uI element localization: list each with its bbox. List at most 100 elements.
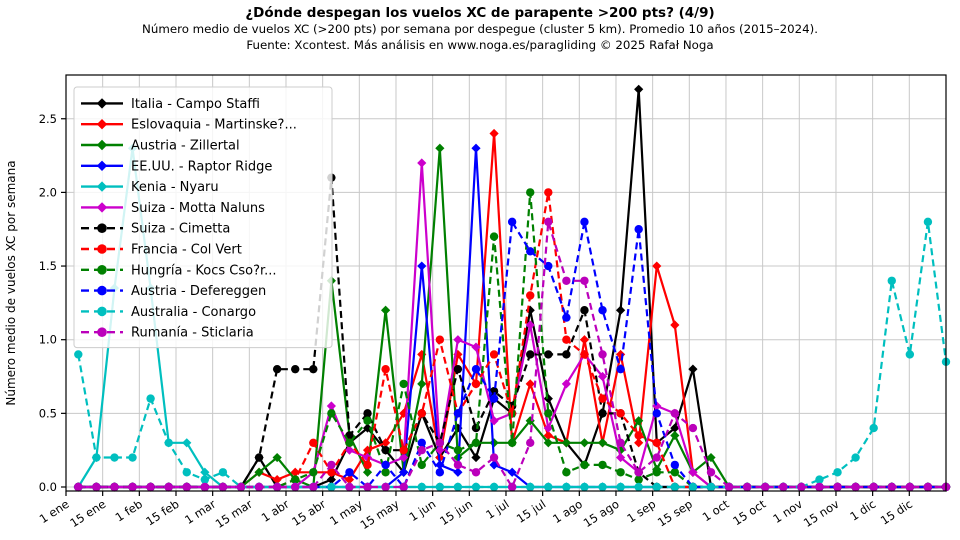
series-marker-australia-conargo <box>851 453 860 462</box>
series-marker-suiza-cimetta <box>453 364 463 374</box>
series-marker-rumani-a-sticlaria <box>399 482 408 492</box>
series-marker-rumani-a-sticlaria <box>128 482 137 492</box>
x-tick-label: 1 nov <box>770 497 805 526</box>
series-marker-francia-col-vert <box>417 409 426 418</box>
series-marker-rumani-a-sticlaria <box>688 423 698 433</box>
series-marker-rumani-a-sticlaria <box>164 482 173 492</box>
series-marker-australia-conargo <box>923 217 933 227</box>
legend-swatch-marker <box>96 202 108 213</box>
x-tick-label: 15 sep <box>655 497 695 530</box>
series-marker-austria-defereggen <box>634 225 643 234</box>
series-marker-rumani-a-sticlaria <box>92 482 101 492</box>
series-marker-italia-campo-staffi <box>471 452 481 463</box>
series-marker-rumani-a-sticlaria <box>724 482 734 492</box>
series-marker-rumani-a-sticlaria <box>381 482 390 492</box>
series-marker-francia-col-vert <box>489 350 499 359</box>
series-marker-austria-zillertal <box>381 305 391 315</box>
series-marker-austria-zillertal <box>254 467 264 477</box>
x-tick-label: 1 dic <box>847 497 878 524</box>
series-marker-rumani-a-sticlaria <box>417 445 426 455</box>
y-tick-label: 2.5 <box>39 112 57 126</box>
series-marker-francia-col-vert <box>471 379 481 389</box>
series-marker-eslovaquia-martinske <box>525 379 535 389</box>
series-marker-rumani-a-sticlaria <box>580 276 589 285</box>
series-marker-australia-conargo <box>616 482 625 492</box>
series-marker-hungri-a-kocs-cso-r <box>309 468 318 477</box>
legend-swatch-marker <box>96 181 108 192</box>
series-marker-austria-zillertal <box>417 379 427 389</box>
y-tick-label: 0.0 <box>39 480 57 494</box>
series-marker-austria-defereggen <box>616 364 625 374</box>
series-marker-australia-conargo <box>580 482 589 492</box>
series-marker-rumani-a-sticlaria <box>471 468 481 477</box>
series-marker-hungri-a-kocs-cso-r <box>399 379 408 389</box>
series-marker-suiza-cimetta <box>272 364 282 374</box>
series-marker-suiza-motta-naluns <box>652 401 662 411</box>
legend-item-austria-zillertal: Austria - Zillertal <box>81 139 240 154</box>
series-marker-australia-conargo <box>634 482 643 492</box>
x-tick-label: 1 feb <box>113 497 145 525</box>
series-marker-austria-defereggen <box>670 460 680 470</box>
series-marker-suiza-motta-naluns <box>344 445 355 455</box>
series-marker-rumani-a-sticlaria <box>272 482 282 492</box>
series-marker-australia-conargo <box>218 468 228 477</box>
legend-swatch-marker <box>97 306 107 317</box>
series-marker-austria-zillertal <box>597 438 608 448</box>
series-marker-suiza-cimetta <box>309 364 318 374</box>
legend-item-austria-defereggen: Austria - Defereggen <box>81 284 266 299</box>
series-marker-francia-col-vert <box>616 409 625 418</box>
series-marker-austria-defereggen <box>526 247 535 256</box>
series-marker-austria-defereggen <box>507 217 517 227</box>
legend-label: Eslovaquia - Martinske?... <box>131 118 297 133</box>
series-marker-hungri-a-kocs-cso-r <box>291 475 300 484</box>
series-marker-australia-conargo <box>200 475 210 484</box>
series-marker-hungri-a-kocs-cso-r <box>634 475 643 484</box>
series-marker-suiza-motta-naluns <box>688 467 698 477</box>
series-marker-ee-uu-raptor-ridge <box>399 467 409 477</box>
series-marker-suiza-cimetta <box>580 306 589 315</box>
legend-swatch-marker <box>97 223 107 233</box>
series-marker-hungri-a-kocs-cso-r <box>381 468 390 477</box>
series-marker-rumani-a-sticlaria <box>544 217 553 227</box>
series-marker-suiza-motta-naluns <box>489 416 499 426</box>
legend-item-australia-conargo: Australia - Conargo <box>81 305 256 320</box>
series-marker-austria-defereggen <box>652 409 661 418</box>
series-marker-eslovaquia-martinske <box>272 475 282 485</box>
title-block: ¿Dónde despegan los vuelos XC de parapen… <box>0 4 960 53</box>
series-marker-italia-campo-staffi <box>616 305 626 315</box>
series-marker-rumani-a-sticlaria <box>218 482 228 492</box>
series-marker-austria-defereggen <box>562 313 571 322</box>
series-marker-suiza-cimetta <box>381 445 390 455</box>
x-tick-label: 15 feb <box>143 497 181 529</box>
series-marker-hungri-a-kocs-cso-r <box>526 188 535 197</box>
y-tick-label: 2.0 <box>39 185 57 199</box>
series-marker-ee-uu-raptor-ridge <box>471 143 481 153</box>
series-marker-hungri-a-kocs-cso-r <box>345 438 354 448</box>
legend-item-hungri-a-kocs-cso-r: Hungría - Kocs Cso?r... <box>81 263 277 278</box>
series-marker-australia-conargo <box>164 438 173 448</box>
x-tick-label: 15 abr <box>289 497 328 529</box>
series-marker-australia-conargo <box>128 453 137 462</box>
legend-swatch-marker <box>97 327 107 338</box>
legend-swatch-marker <box>96 139 108 151</box>
series-marker-hungri-a-kocs-cso-r <box>453 445 463 455</box>
series-marker-rumani-a-sticlaria <box>598 350 607 359</box>
series-marker-australia-conargo <box>833 468 842 477</box>
series-marker-suiza-motta-naluns <box>525 320 535 330</box>
chart-subtitle-1: Número medio de vuelos XC (>200 pts) por… <box>142 22 818 36</box>
series-marker-francia-col-vert <box>634 431 643 440</box>
series-marker-suiza-motta-naluns <box>561 379 571 389</box>
series-marker-rumani-a-sticlaria <box>200 482 210 492</box>
series-marker-rumani-a-sticlaria <box>526 438 535 448</box>
series-marker-austria-defereggen <box>435 468 445 477</box>
series-marker-austria-defereggen <box>580 217 589 227</box>
legend-item-ee-uu-raptor-ridge: EE.UU. - Raptor Ridge <box>81 159 272 174</box>
series-marker-australia-conargo <box>489 482 499 492</box>
y-tick-label: 1.0 <box>39 333 57 347</box>
series-marker-rumani-a-sticlaria <box>887 482 896 492</box>
series-marker-australia-conargo <box>435 482 445 492</box>
series-marker-australia-conargo <box>706 482 716 492</box>
series-marker-rumani-a-sticlaria <box>236 482 246 492</box>
